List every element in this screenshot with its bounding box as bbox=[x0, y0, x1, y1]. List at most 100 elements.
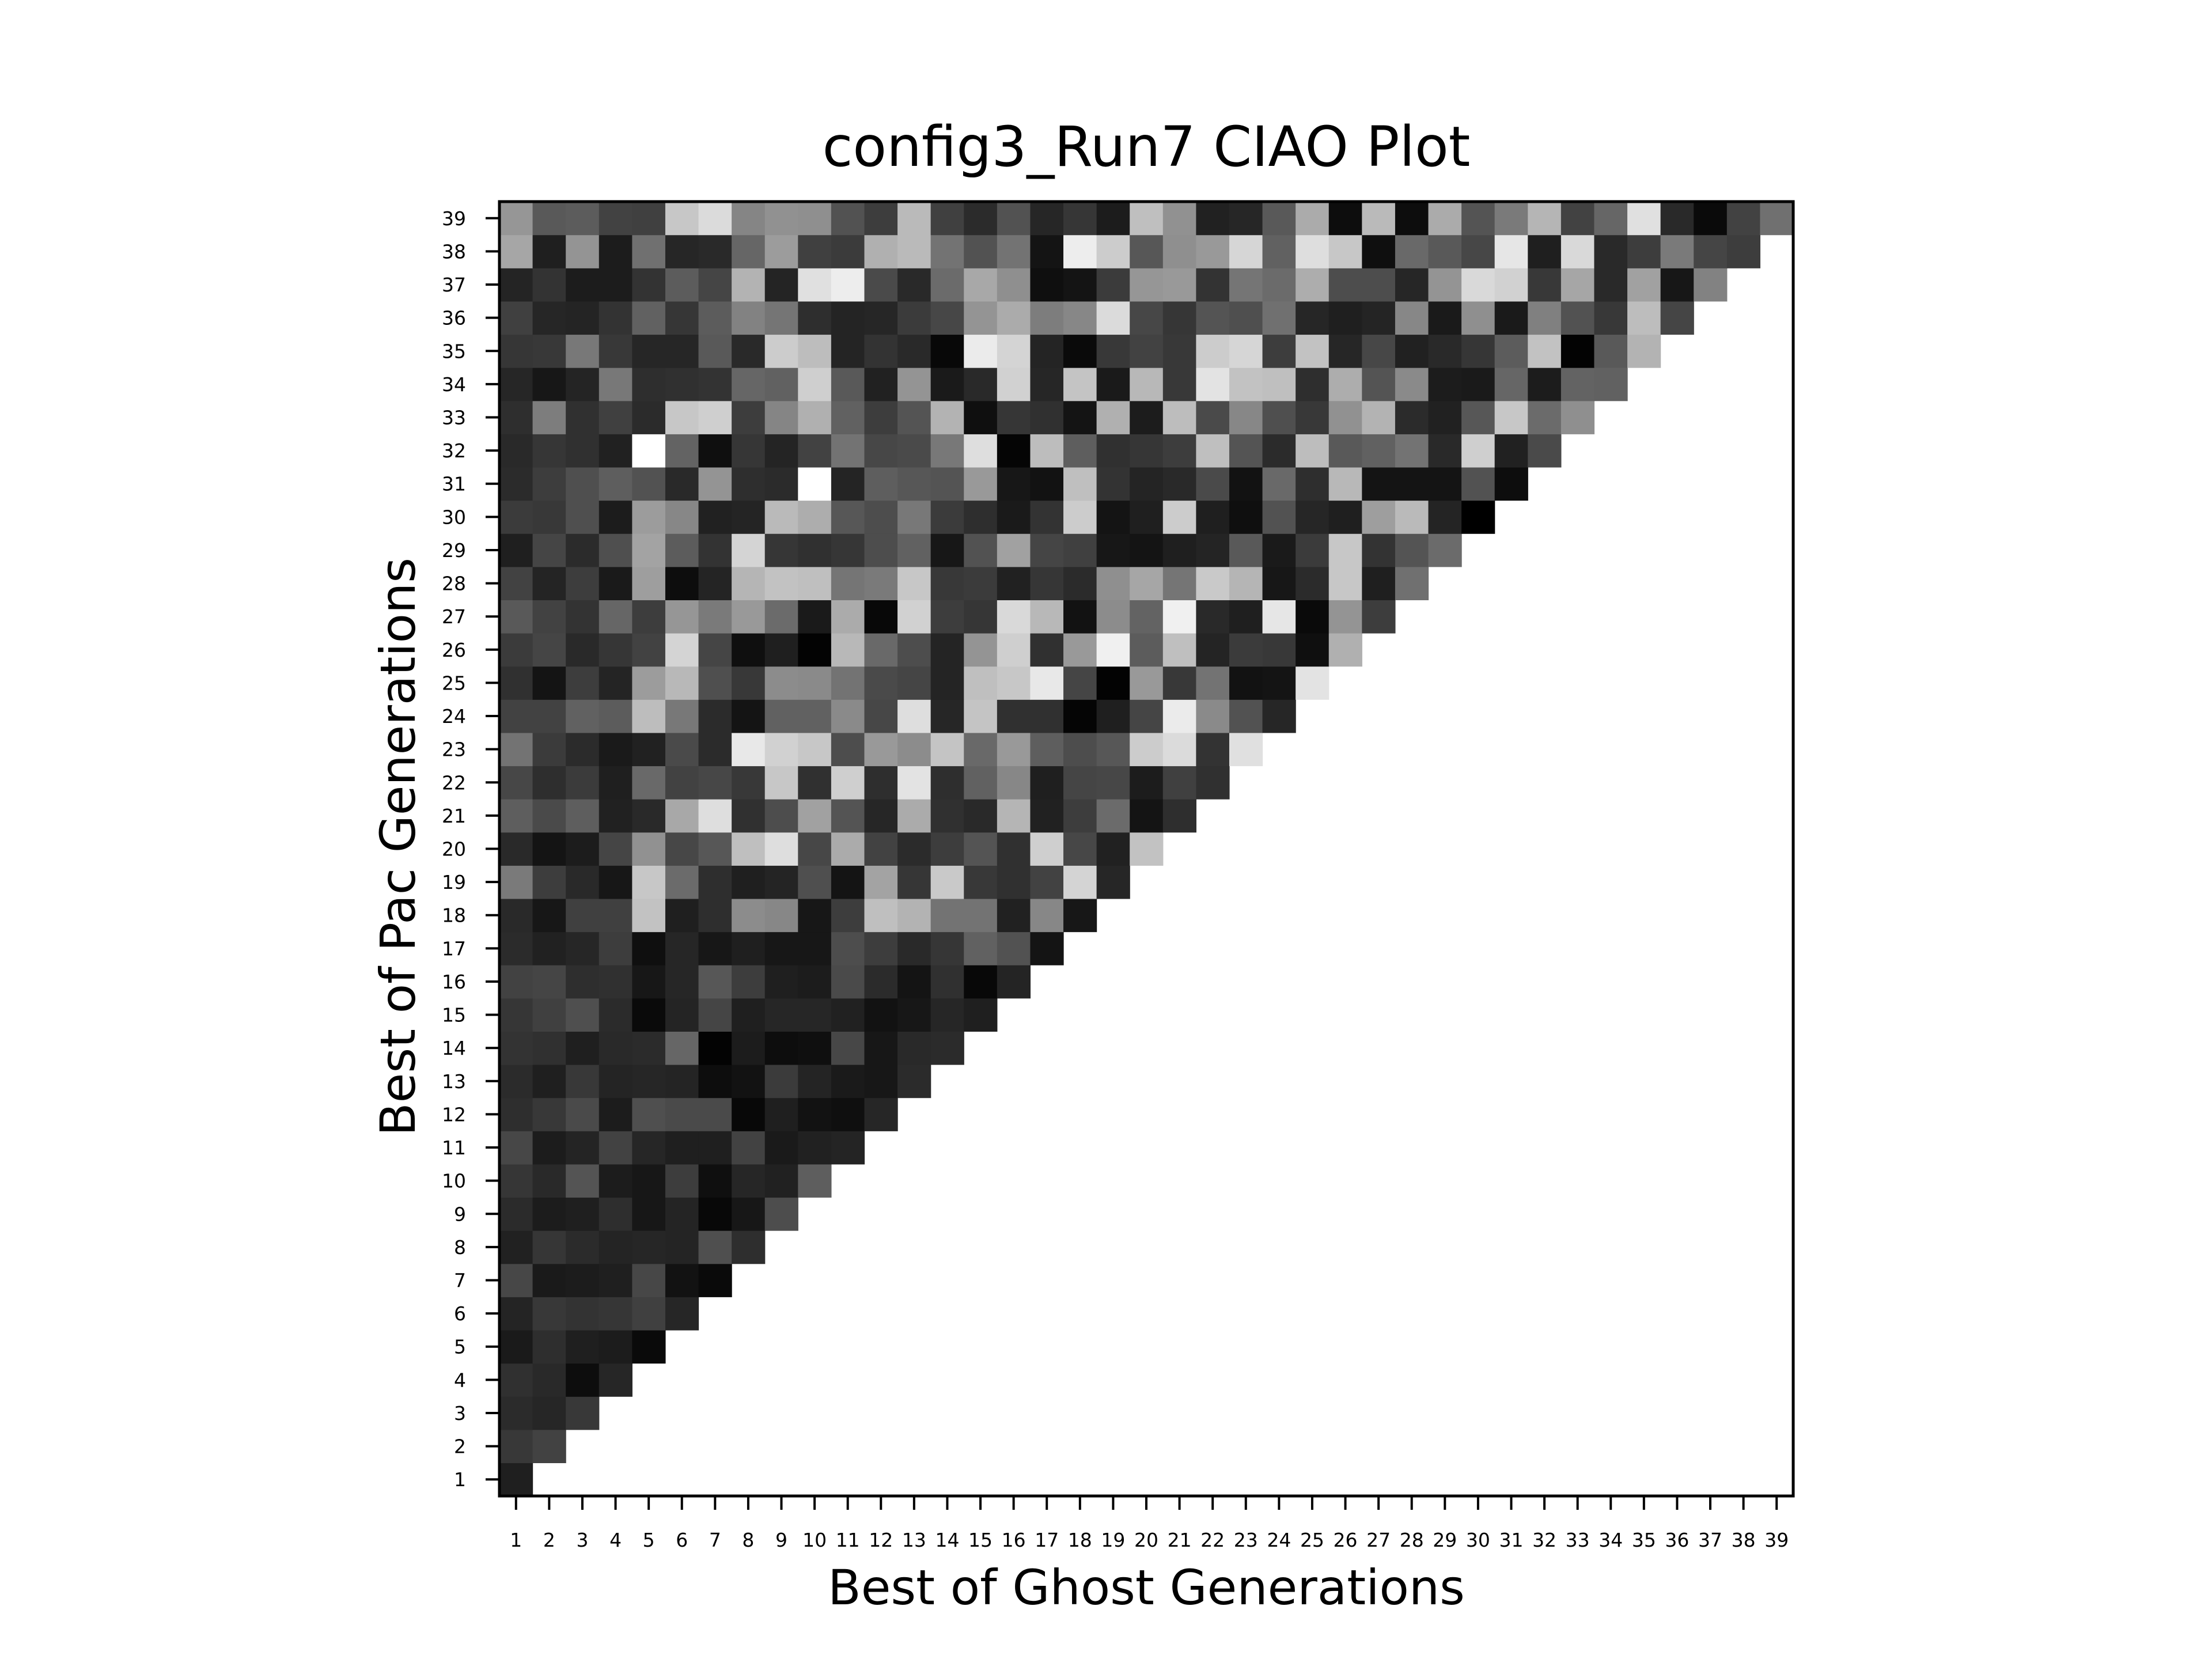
heatmap-cell-pac21-ghost8 bbox=[732, 799, 766, 833]
x-tick-label: 25 bbox=[1300, 1529, 1324, 1551]
heatmap-cell-pac39-ghost21 bbox=[1162, 202, 1196, 236]
x-tick-label: 11 bbox=[836, 1529, 860, 1551]
heatmap-cell-pac12-ghost6 bbox=[665, 1097, 699, 1131]
heatmap-cell-pac19-ghost1 bbox=[499, 865, 533, 899]
y-tick-label: 33 bbox=[442, 407, 466, 429]
heatmap-cell-pac38-ghost29 bbox=[1428, 234, 1462, 268]
x-tick-label: 20 bbox=[1134, 1529, 1158, 1551]
x-tick-label: 26 bbox=[1334, 1529, 1358, 1551]
heatmap-cell-pac38-ghost17 bbox=[1030, 234, 1064, 268]
heatmap-cell-pac18-ghost10 bbox=[798, 898, 832, 933]
heatmap-cell-pac36-ghost4 bbox=[599, 301, 632, 335]
heatmap-cell-pac16-ghost6 bbox=[665, 965, 699, 999]
heatmap-cell-pac28-ghost27 bbox=[1362, 566, 1396, 600]
heatmap-cell-pac4-ghost4 bbox=[599, 1363, 632, 1397]
heatmap-cell-pac26-ghost2 bbox=[532, 633, 566, 667]
heatmap-cell-pac24-ghost5 bbox=[632, 699, 666, 733]
heatmap-cell-pac28-ghost6 bbox=[665, 566, 699, 600]
heatmap-cell-pac13-ghost5 bbox=[632, 1065, 666, 1099]
heatmap-cell-pac37-ghost11 bbox=[831, 268, 865, 302]
heatmap-cell-pac14-ghost12 bbox=[864, 1031, 898, 1065]
y-tick-label: 17 bbox=[442, 937, 466, 960]
heatmap-cell-pac22-ghost21 bbox=[1162, 766, 1196, 800]
heatmap-cell-pac5-ghost3 bbox=[566, 1330, 600, 1364]
heatmap-cell-pac28-ghost15 bbox=[964, 566, 998, 600]
heatmap-cell-pac5-ghost2 bbox=[532, 1330, 566, 1364]
x-tick-label: 34 bbox=[1599, 1529, 1623, 1551]
heatmap-cell-pac30-ghost14 bbox=[930, 500, 964, 534]
heatmap-cell-pac22-ghost13 bbox=[897, 766, 931, 800]
heatmap-cell-pac20-ghost7 bbox=[698, 832, 732, 866]
heatmap-cell-pac18-ghost12 bbox=[864, 898, 898, 933]
heatmap-cell-pac38-ghost26 bbox=[1328, 234, 1362, 268]
heatmap-cell-pac10-ghost10 bbox=[798, 1164, 832, 1198]
x-tick-label: 17 bbox=[1035, 1529, 1059, 1551]
heatmap-cell-pac31-ghost11 bbox=[831, 467, 865, 501]
heatmap-cell-pac18-ghost3 bbox=[566, 898, 600, 933]
heatmap-cell-pac36-ghost2 bbox=[532, 301, 566, 335]
heatmap-cell-pac25-ghost5 bbox=[632, 666, 666, 700]
heatmap-cell-pac39-ghost8 bbox=[732, 202, 766, 236]
x-tick-label: 19 bbox=[1101, 1529, 1125, 1551]
heatmap-cell-pac28-ghost7 bbox=[698, 566, 732, 600]
heatmap-cell-pac10-ghost8 bbox=[732, 1164, 766, 1198]
heatmap-cell-pac34-ghost34 bbox=[1594, 368, 1628, 402]
heatmap-cell-pac20-ghost4 bbox=[599, 832, 632, 866]
heatmap-cell-pac17-ghost10 bbox=[798, 931, 832, 965]
heatmap-cell-pac29-ghost12 bbox=[864, 533, 898, 567]
heatmap-cell-pac31-ghost19 bbox=[1096, 467, 1130, 501]
heatmap-cell-pac38-ghost4 bbox=[599, 234, 632, 268]
heatmap-cell-pac29-ghost26 bbox=[1328, 533, 1362, 567]
heatmap-cell-pac35-ghost28 bbox=[1395, 334, 1429, 368]
heatmap-cell-pac25-ghost12 bbox=[864, 666, 898, 700]
heatmap-cell-pac11-ghost9 bbox=[764, 1131, 798, 1165]
heatmap-cell-pac14-ghost6 bbox=[665, 1031, 699, 1065]
heatmap-cell-pac37-ghost19 bbox=[1096, 268, 1130, 302]
heatmap-cell-pac33-ghost18 bbox=[1063, 400, 1097, 434]
heatmap-cell-pac23-ghost7 bbox=[698, 732, 732, 767]
heatmap-cell-pac37-ghost23 bbox=[1229, 268, 1263, 302]
heatmap-cell-pac27-ghost5 bbox=[632, 600, 666, 634]
heatmap-cell-pac21-ghost1 bbox=[499, 799, 533, 833]
heatmap-cell-pac22-ghost7 bbox=[698, 766, 732, 800]
heatmap-cell-pac34-ghost5 bbox=[632, 368, 666, 402]
heatmap-cell-pac25-ghost23 bbox=[1229, 666, 1263, 700]
heatmap-cell-pac27-ghost14 bbox=[930, 600, 964, 634]
heatmap-cell-pac33-ghost32 bbox=[1528, 400, 1562, 434]
heatmap-cell-pac31-ghost31 bbox=[1494, 467, 1528, 501]
heatmap-cell-pac28-ghost16 bbox=[997, 566, 1031, 600]
heatmap-cell-pac30-ghost8 bbox=[732, 500, 766, 534]
heatmap-cell-pac17-ghost2 bbox=[532, 931, 566, 965]
heatmap-cell-pac24-ghost3 bbox=[566, 699, 600, 733]
heatmap-cell-pac26-ghost22 bbox=[1196, 633, 1230, 667]
heatmap-cell-pac35-ghost2 bbox=[532, 334, 566, 368]
y-tick-label: 23 bbox=[442, 738, 466, 761]
heatmap-cell-pac9-ghost1 bbox=[499, 1197, 533, 1231]
heatmap-cell-pac26-ghost6 bbox=[665, 633, 699, 667]
heatmap-cell-pac34-ghost15 bbox=[964, 368, 998, 402]
heatmap-cell-pac38-ghost38 bbox=[1726, 234, 1761, 268]
y-tick-label: 5 bbox=[454, 1336, 466, 1358]
heatmap-cell-pac37-ghost2 bbox=[532, 268, 566, 302]
heatmap-cell-pac13-ghost8 bbox=[732, 1065, 766, 1099]
heatmap-cell-pac27-ghost25 bbox=[1296, 600, 1330, 634]
heatmap-cell-pac16-ghost3 bbox=[566, 965, 600, 999]
x-tick-label: 6 bbox=[676, 1529, 688, 1551]
y-tick-label: 13 bbox=[442, 1070, 466, 1093]
heatmap-cell-pac9-ghost9 bbox=[764, 1197, 798, 1231]
heatmap-cell-pac16-ghost13 bbox=[897, 965, 931, 999]
heatmap-cell-pac29-ghost6 bbox=[665, 533, 699, 567]
heatmap-cell-pac35-ghost12 bbox=[864, 334, 898, 368]
heatmap-cell-pac39-ghost5 bbox=[632, 202, 666, 236]
heatmap-cell-pac31-ghost25 bbox=[1296, 467, 1330, 501]
heatmap-cell-pac35-ghost18 bbox=[1063, 334, 1097, 368]
heatmap-cell-pac22-ghost9 bbox=[764, 766, 798, 800]
heatmap-cell-pac23-ghost10 bbox=[798, 732, 832, 767]
heatmap-cell-pac30-ghost18 bbox=[1063, 500, 1097, 534]
heatmap-cell-pac24-ghost11 bbox=[831, 699, 865, 733]
heatmap-cell-pac37-ghost16 bbox=[997, 268, 1031, 302]
heatmap-cell-pac39-ghost9 bbox=[764, 202, 798, 236]
x-tick-label: 5 bbox=[643, 1529, 655, 1551]
heatmap-cell-pac8-ghost2 bbox=[532, 1230, 566, 1264]
heatmap-cell-pac7-ghost4 bbox=[599, 1263, 632, 1297]
